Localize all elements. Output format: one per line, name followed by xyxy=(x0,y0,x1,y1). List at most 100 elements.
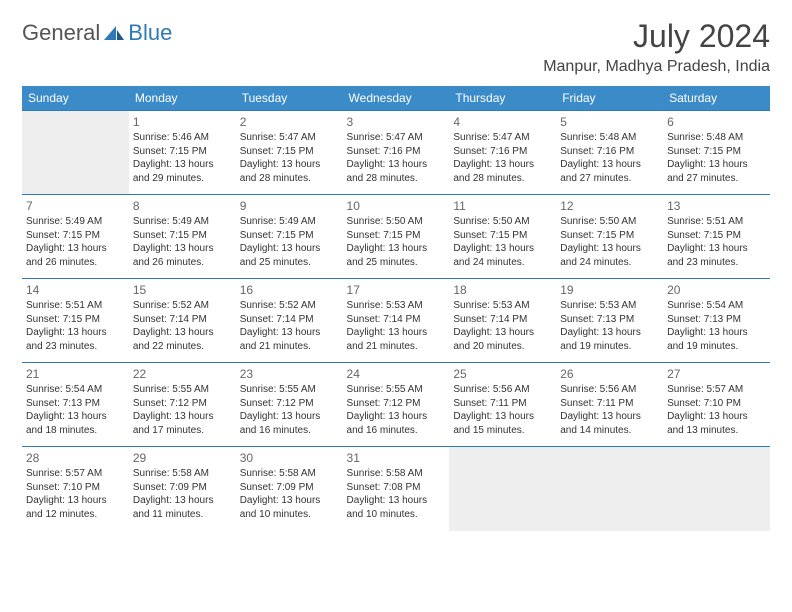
info-line: Sunrise: 5:47 AM xyxy=(347,131,446,145)
info-line: Sunset: 7:13 PM xyxy=(667,313,766,327)
info-line: and 27 minutes. xyxy=(667,172,766,186)
info-line: Sunrise: 5:51 AM xyxy=(26,299,125,313)
info-line: Sunrise: 5:47 AM xyxy=(453,131,552,145)
info-line: and 15 minutes. xyxy=(453,424,552,438)
info-line: and 21 minutes. xyxy=(240,340,339,354)
weekday-header: Monday xyxy=(129,86,236,111)
weekday-header: Thursday xyxy=(449,86,556,111)
day-number: 24 xyxy=(347,367,446,381)
day-info: Sunrise: 5:54 AMSunset: 7:13 PMDaylight:… xyxy=(26,383,125,437)
info-line: Daylight: 13 hours xyxy=(347,494,446,508)
info-line: and 12 minutes. xyxy=(26,508,125,522)
info-line: and 18 minutes. xyxy=(26,424,125,438)
logo-sail-icon xyxy=(102,24,126,42)
info-line: Sunrise: 5:57 AM xyxy=(26,467,125,481)
info-line: Daylight: 13 hours xyxy=(26,326,125,340)
day-info: Sunrise: 5:55 AMSunset: 7:12 PMDaylight:… xyxy=(347,383,446,437)
calendar-table: SundayMondayTuesdayWednesdayThursdayFrid… xyxy=(22,86,770,531)
info-line: Daylight: 13 hours xyxy=(453,242,552,256)
info-line: Daylight: 13 hours xyxy=(26,494,125,508)
day-number: 25 xyxy=(453,367,552,381)
info-line: Sunset: 7:09 PM xyxy=(133,481,232,495)
info-line: Sunset: 7:15 PM xyxy=(240,229,339,243)
info-line: Sunrise: 5:53 AM xyxy=(453,299,552,313)
calendar-cell: 23 Sunrise: 5:55 AMSunset: 7:12 PMDayligh… xyxy=(236,363,343,447)
info-line: Daylight: 13 hours xyxy=(453,326,552,340)
calendar-cell: 28 Sunrise: 5:57 AMSunset: 7:10 PMDayligh… xyxy=(22,447,129,531)
day-info: Sunrise: 5:55 AMSunset: 7:12 PMDaylight:… xyxy=(240,383,339,437)
day-number: 3 xyxy=(347,115,446,129)
month-title: July 2024 xyxy=(543,20,770,52)
info-line: Daylight: 13 hours xyxy=(240,158,339,172)
day-number: 28 xyxy=(26,451,125,465)
day-info: Sunrise: 5:49 AMSunset: 7:15 PMDaylight:… xyxy=(133,215,232,269)
info-line: and 19 minutes. xyxy=(560,340,659,354)
info-line: Sunrise: 5:50 AM xyxy=(453,215,552,229)
day-number: 21 xyxy=(26,367,125,381)
calendar-cell: 6Sunrise: 5:48 AMSunset: 7:15 PMDaylight… xyxy=(663,111,770,195)
day-number: 13 xyxy=(667,199,766,213)
day-info: Sunrise: 5:56 AMSunset: 7:11 PMDaylight:… xyxy=(453,383,552,437)
info-line: Daylight: 13 hours xyxy=(133,410,232,424)
calendar-cell: 15Sunrise: 5:52 AMSunset: 7:14 PMDayligh… xyxy=(129,279,236,363)
info-line: Sunset: 7:16 PM xyxy=(347,145,446,159)
info-line: and 20 minutes. xyxy=(453,340,552,354)
calendar-cell: 18Sunrise: 5:53 AMSunset: 7:14 PMDayligh… xyxy=(449,279,556,363)
calendar-cell: 8 Sunrise: 5:49 AMSunset: 7:15 PMDaylight… xyxy=(129,195,236,279)
info-line: and 28 minutes. xyxy=(453,172,552,186)
info-line: Sunrise: 5:52 AM xyxy=(133,299,232,313)
info-line: Daylight: 13 hours xyxy=(133,326,232,340)
day-number: 10 xyxy=(347,199,446,213)
info-line: Daylight: 13 hours xyxy=(667,326,766,340)
day-info: Sunrise: 5:47 AMSunset: 7:16 PMDaylight:… xyxy=(453,131,552,185)
calendar-cell: 11Sunrise: 5:50 AMSunset: 7:15 PMDayligh… xyxy=(449,195,556,279)
info-line: Sunset: 7:12 PM xyxy=(347,397,446,411)
info-line: Sunset: 7:14 PM xyxy=(240,313,339,327)
day-info: Sunrise: 5:53 AMSunset: 7:14 PMDaylight:… xyxy=(347,299,446,353)
info-line: and 25 minutes. xyxy=(240,256,339,270)
info-line: Sunrise: 5:57 AM xyxy=(667,383,766,397)
day-info: Sunrise: 5:58 AMSunset: 7:09 PMDaylight:… xyxy=(133,467,232,521)
info-line: Sunrise: 5:54 AM xyxy=(26,383,125,397)
info-line: Daylight: 13 hours xyxy=(453,410,552,424)
info-line: and 25 minutes. xyxy=(347,256,446,270)
day-info: Sunrise: 5:48 AMSunset: 7:16 PMDaylight:… xyxy=(560,131,659,185)
info-line: and 24 minutes. xyxy=(453,256,552,270)
calendar-cell: 27Sunrise: 5:57 AMSunset: 7:10 PMDayligh… xyxy=(663,363,770,447)
info-line: and 22 minutes. xyxy=(133,340,232,354)
calendar-cell: 5Sunrise: 5:48 AMSunset: 7:16 PMDaylight… xyxy=(556,111,663,195)
info-line: Sunrise: 5:54 AM xyxy=(667,299,766,313)
day-number: 26 xyxy=(560,367,659,381)
info-line: Sunset: 7:09 PM xyxy=(240,481,339,495)
info-line: and 16 minutes. xyxy=(240,424,339,438)
day-number: 18 xyxy=(453,283,552,297)
calendar-week-row: 14Sunrise: 5:51 AMSunset: 7:15 PMDayligh… xyxy=(22,279,770,363)
info-line: Daylight: 13 hours xyxy=(560,242,659,256)
day-info: Sunrise: 5:49 AMSunset: 7:15 PMDaylight:… xyxy=(26,215,125,269)
location-text: Manpur, Madhya Pradesh, India xyxy=(543,58,770,76)
info-line: Daylight: 13 hours xyxy=(347,326,446,340)
info-line: Sunset: 7:14 PM xyxy=(133,313,232,327)
day-number: 9 xyxy=(240,199,339,213)
day-number: 20 xyxy=(667,283,766,297)
info-line: Sunrise: 5:53 AM xyxy=(560,299,659,313)
calendar-cell: 9Sunrise: 5:49 AMSunset: 7:15 PMDaylight… xyxy=(236,195,343,279)
info-line: and 17 minutes. xyxy=(133,424,232,438)
info-line: and 23 minutes. xyxy=(667,256,766,270)
day-number: 8 xyxy=(133,199,232,213)
info-line: Daylight: 13 hours xyxy=(560,410,659,424)
day-number: 23 xyxy=(240,367,339,381)
calendar-cell: 17Sunrise: 5:53 AMSunset: 7:14 PMDayligh… xyxy=(343,279,450,363)
calendar-cell xyxy=(449,447,556,531)
day-number: 14 xyxy=(26,283,125,297)
day-info: Sunrise: 5:52 AMSunset: 7:14 PMDaylight:… xyxy=(133,299,232,353)
day-info: Sunrise: 5:57 AMSunset: 7:10 PMDaylight:… xyxy=(26,467,125,521)
day-number: 2 xyxy=(240,115,339,129)
calendar-week-row: 1Sunrise: 5:46 AMSunset: 7:15 PMDaylight… xyxy=(22,111,770,195)
info-line: and 24 minutes. xyxy=(560,256,659,270)
info-line: Sunrise: 5:48 AM xyxy=(667,131,766,145)
calendar-cell: 1Sunrise: 5:46 AMSunset: 7:15 PMDaylight… xyxy=(129,111,236,195)
info-line: Sunset: 7:15 PM xyxy=(347,229,446,243)
weekday-header: Saturday xyxy=(663,86,770,111)
calendar-cell xyxy=(663,447,770,531)
